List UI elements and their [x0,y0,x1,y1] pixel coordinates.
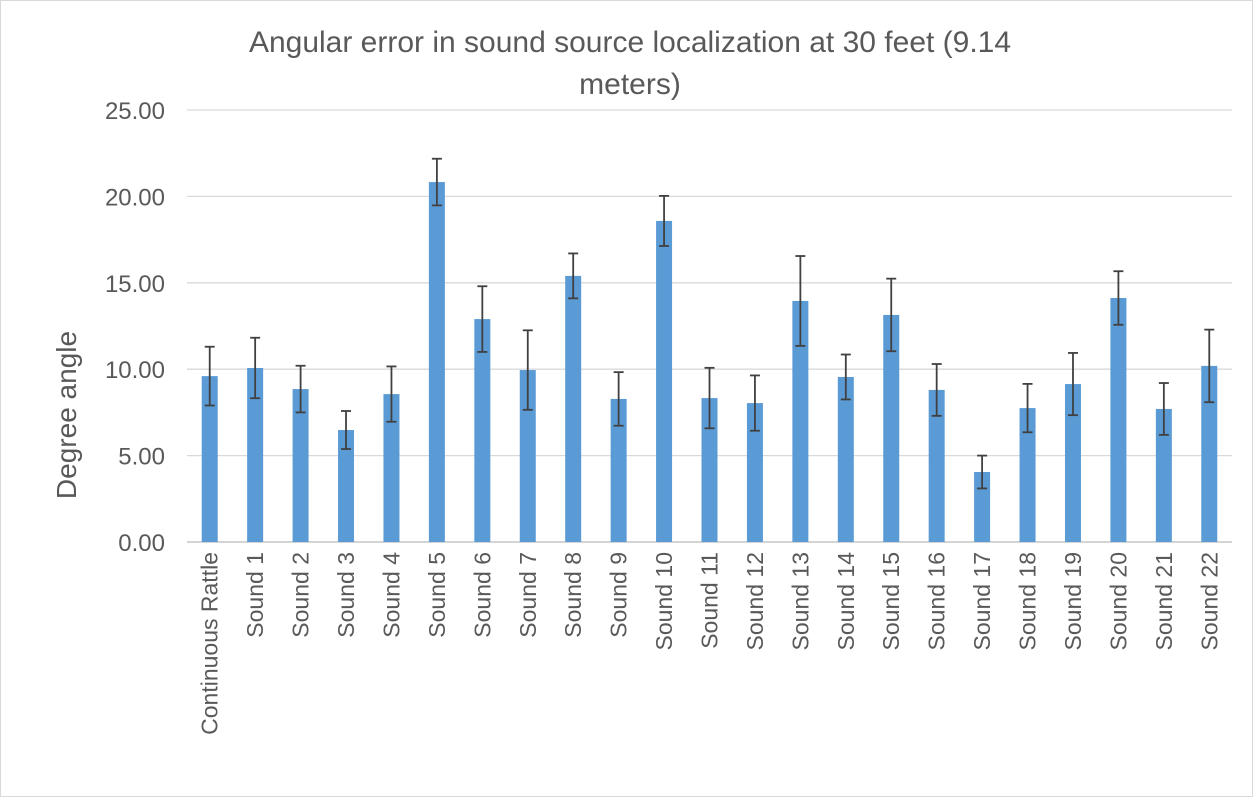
bar [1019,408,1036,542]
error-bar [977,454,988,490]
x-tick-label: Sound 4 [378,552,404,638]
bar [565,275,582,542]
error-bar [1067,352,1078,417]
error-bar [931,363,942,417]
y-tick-label: 5.00 [118,444,165,471]
error-bar [1204,328,1215,404]
x-tick-label: Sound 6 [469,552,495,638]
x-tick-label: Sound 21 [1151,552,1177,650]
error-bar [886,277,897,353]
x-tick-label: Sound 13 [787,552,813,650]
x-tick-label: Sound 11 [697,552,723,649]
error-bar [795,255,806,347]
bar [292,389,309,542]
x-tick-label: Sound 3 [333,552,359,638]
bar [1110,298,1127,542]
error-bar [704,366,715,430]
x-tick-label: Sound 17 [969,552,995,650]
y-tick-label: 0.00 [118,530,165,557]
error-bar [613,371,624,427]
bar [1064,384,1081,542]
bar [837,376,854,542]
bar [974,472,991,542]
bar [610,398,627,542]
bar [1201,365,1218,542]
x-tick-label: Sound 16 [924,552,950,650]
y-tick-label: 20.00 [105,184,165,211]
x-tick-label: Sound 1 [242,552,268,638]
bar [1155,408,1172,542]
x-tick-label: Sound 22 [1196,552,1222,650]
y-tick-label: 15.00 [105,271,165,298]
error-bar [522,329,533,411]
bar [746,403,763,542]
x-tick-label: Sound 20 [1105,552,1131,650]
bar [474,319,491,542]
error-bar [204,345,215,407]
x-tick-label: Sound 5 [424,552,450,638]
y-tick-label: 10.00 [105,357,165,384]
error-bar [1158,382,1169,436]
error-bar [840,353,851,401]
error-bar [1113,270,1124,326]
bar [338,430,355,542]
x-tick-label: Sound 8 [560,552,586,638]
bar [883,314,900,542]
error-bar [386,365,397,423]
x-tick-label: Sound 9 [606,552,632,638]
bar [428,182,445,542]
error-bar [341,410,352,450]
error-bar [431,157,442,207]
bar [701,398,718,542]
error-bar [250,336,261,400]
x-tick-label: Sound 18 [1015,552,1041,650]
x-tick-label: Continuous Rattle [197,552,223,735]
x-tick-label: Sound 19 [1060,552,1086,650]
x-tick-label: Sound 14 [833,552,859,651]
error-bar [1022,382,1033,434]
bar [792,300,809,542]
bar [247,367,264,542]
error-bar [295,364,306,414]
y-tick-label: 25.00 [105,98,165,125]
x-tick-label: Sound 2 [288,552,314,638]
error-bar [477,285,488,353]
error-bar [568,252,579,300]
bar [383,394,400,542]
chart-title: Angular error in sound source localizati… [249,26,1011,101]
error-bar [749,374,760,432]
error-bar [659,194,670,247]
x-tick-label: Sound 12 [742,552,768,650]
bar [519,370,536,542]
bar [201,376,218,542]
y-axis-label: Degree angle [51,331,82,499]
bar [656,220,673,542]
x-tick-label: Sound 15 [878,552,904,650]
x-tick-label: Sound 10 [651,552,677,650]
bar [928,389,945,542]
x-tick-label: Sound 7 [515,552,541,638]
